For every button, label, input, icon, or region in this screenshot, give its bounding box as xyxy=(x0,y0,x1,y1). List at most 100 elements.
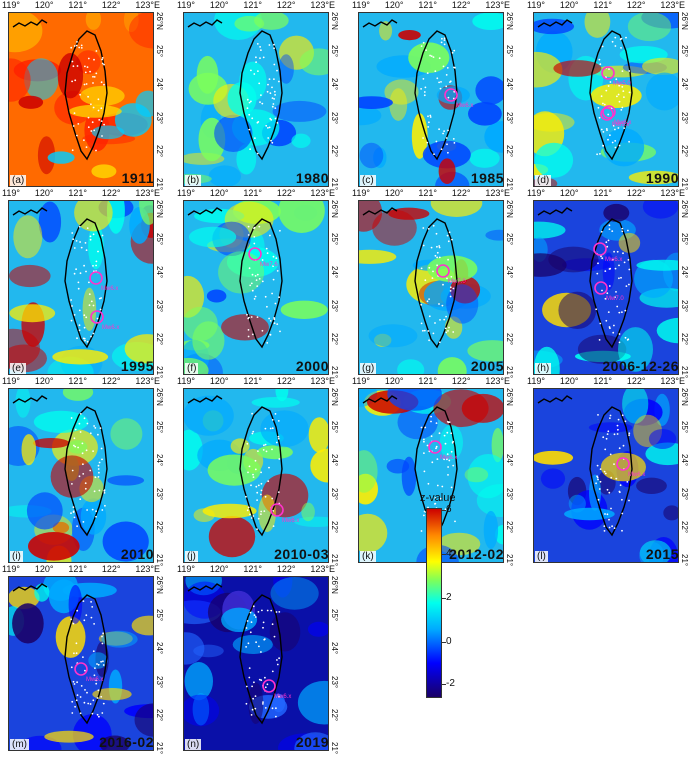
seismicity-dot xyxy=(77,446,79,449)
seismicity-dot xyxy=(72,680,75,683)
z-value-anomaly xyxy=(663,505,678,521)
seismicity-dot xyxy=(276,323,279,325)
seismicity-dot xyxy=(93,674,96,677)
seismicity-dot xyxy=(85,316,88,319)
longitude-tick: 121° xyxy=(593,376,612,386)
longitude-tick: 120° xyxy=(384,376,404,386)
z-value-map: Mw6.x xyxy=(358,12,504,187)
taiwan-outline xyxy=(414,30,458,161)
seismicity-dot xyxy=(431,461,434,464)
seismicity-dot xyxy=(90,335,92,338)
longitude-tick: 121° xyxy=(68,564,87,574)
seismicity-dot xyxy=(247,329,250,331)
seismicity-dot xyxy=(424,426,427,429)
seismicity-dot xyxy=(420,267,423,270)
map-panel: 119° 120° 121° 122° 123°E 26°N 25° 24° 23° 22° 21°… xyxy=(0,0,164,190)
seismicity-dot xyxy=(98,471,100,474)
seismicity-dot xyxy=(255,279,258,281)
seismicity-dot xyxy=(605,319,608,322)
z-value-anomaly xyxy=(114,103,152,137)
seismicity-dot xyxy=(265,247,268,250)
seismicity-dot xyxy=(607,430,610,433)
seismicity-dot xyxy=(616,250,619,253)
seismicity-dot xyxy=(609,267,612,270)
seismicity-dot xyxy=(273,90,276,93)
seismicity-dot xyxy=(79,431,82,433)
seismicity-dot xyxy=(250,316,253,318)
seismicity-dot xyxy=(628,432,631,435)
seismicity-dot xyxy=(260,471,262,474)
seismicity-dot xyxy=(76,694,79,696)
seismicity-dot xyxy=(258,645,260,648)
seismicity-dot xyxy=(448,459,451,462)
seismicity-dot xyxy=(264,295,267,298)
seismicity-dot xyxy=(87,126,90,129)
seismicity-dot xyxy=(247,642,250,645)
seismicity-dot xyxy=(438,341,441,344)
seismicity-dot xyxy=(420,88,422,90)
seismicity-dot xyxy=(423,510,426,513)
seismicity-dot xyxy=(454,520,456,523)
z-value-anomaly xyxy=(373,147,387,168)
seismicity-dot xyxy=(83,139,85,142)
seismicity-dot xyxy=(76,337,78,340)
z-value-anomaly xyxy=(26,492,63,530)
seismicity-dot xyxy=(606,488,609,491)
seismicity-dot xyxy=(434,502,437,505)
seismicity-dot xyxy=(79,696,82,698)
seismicity-dot xyxy=(264,495,267,498)
seismicity-dot xyxy=(92,699,95,702)
seismicity-dot xyxy=(278,657,280,660)
longitude-tick: 122° xyxy=(626,0,646,10)
seismicity-dot xyxy=(258,678,261,681)
z-value-anomaly xyxy=(483,510,499,549)
longitude-tick: 122° xyxy=(276,0,296,10)
seismicity-dot xyxy=(443,434,446,437)
longitude-tick: 121° xyxy=(418,376,437,386)
seismicity-dot xyxy=(93,76,96,78)
earthquake-magnitude: Mw6.x xyxy=(86,677,103,683)
z-value-anomaly xyxy=(642,201,678,219)
seismicity-dot xyxy=(611,525,613,528)
longitude-ticks: 119° 120° 121° 122° 123°E xyxy=(527,188,685,200)
seismicity-dot xyxy=(605,241,608,244)
z-value-anomaly xyxy=(192,693,210,726)
seismicity-dot xyxy=(252,430,255,433)
seismicity-dot xyxy=(600,255,602,258)
longitude-tick: 119° xyxy=(352,188,370,198)
seismicity-dot xyxy=(443,318,446,321)
z-value-anomaly xyxy=(534,450,574,465)
taiwan-outline xyxy=(589,30,633,161)
map-panel: 119° 120° 121° 122° 123°E Mw7.0 Mw6.x 26°N 25° 24… xyxy=(525,188,689,378)
seismicity-dot xyxy=(95,72,98,75)
seismicity-dot xyxy=(430,435,433,438)
z-value-anomaly xyxy=(21,434,37,466)
seismicity-dot xyxy=(451,238,453,241)
latitude-ticks: 26°N 25° 24° 23° 22° 21° xyxy=(680,12,689,191)
longitude-tick: 122° xyxy=(276,376,296,386)
seismicity-dot xyxy=(621,498,623,501)
seismicity-dot xyxy=(447,151,449,154)
seismicity-dot xyxy=(268,44,271,46)
seismicity-dot xyxy=(278,695,280,698)
panel-year: 2010-03 xyxy=(274,546,329,562)
seismicity-dot xyxy=(600,95,603,98)
seismicity-dot xyxy=(245,702,248,705)
seismicity-dot xyxy=(84,482,87,485)
z-value-anomaly xyxy=(297,680,328,725)
seismicity-dot xyxy=(266,342,269,344)
longitude-ticks: 119° 120° 121° 122° 123°E xyxy=(2,0,160,12)
seismicity-dot xyxy=(449,290,452,292)
seismicity-dot xyxy=(272,265,274,267)
panel-year: 1990 xyxy=(645,170,679,186)
seismicity-dot xyxy=(432,270,434,273)
z-value-anomaly xyxy=(600,452,646,482)
seismicity-dot xyxy=(422,329,424,332)
seismicity-dot xyxy=(85,249,88,251)
seismicity-dot xyxy=(276,270,279,272)
z-value-anomaly xyxy=(184,632,205,665)
seismicity-dot xyxy=(450,486,453,489)
z-value-anomaly xyxy=(185,577,222,596)
longitude-ticks: 119° 120° 121° 122° 123°E xyxy=(177,0,335,12)
seismicity-dot xyxy=(256,316,259,318)
